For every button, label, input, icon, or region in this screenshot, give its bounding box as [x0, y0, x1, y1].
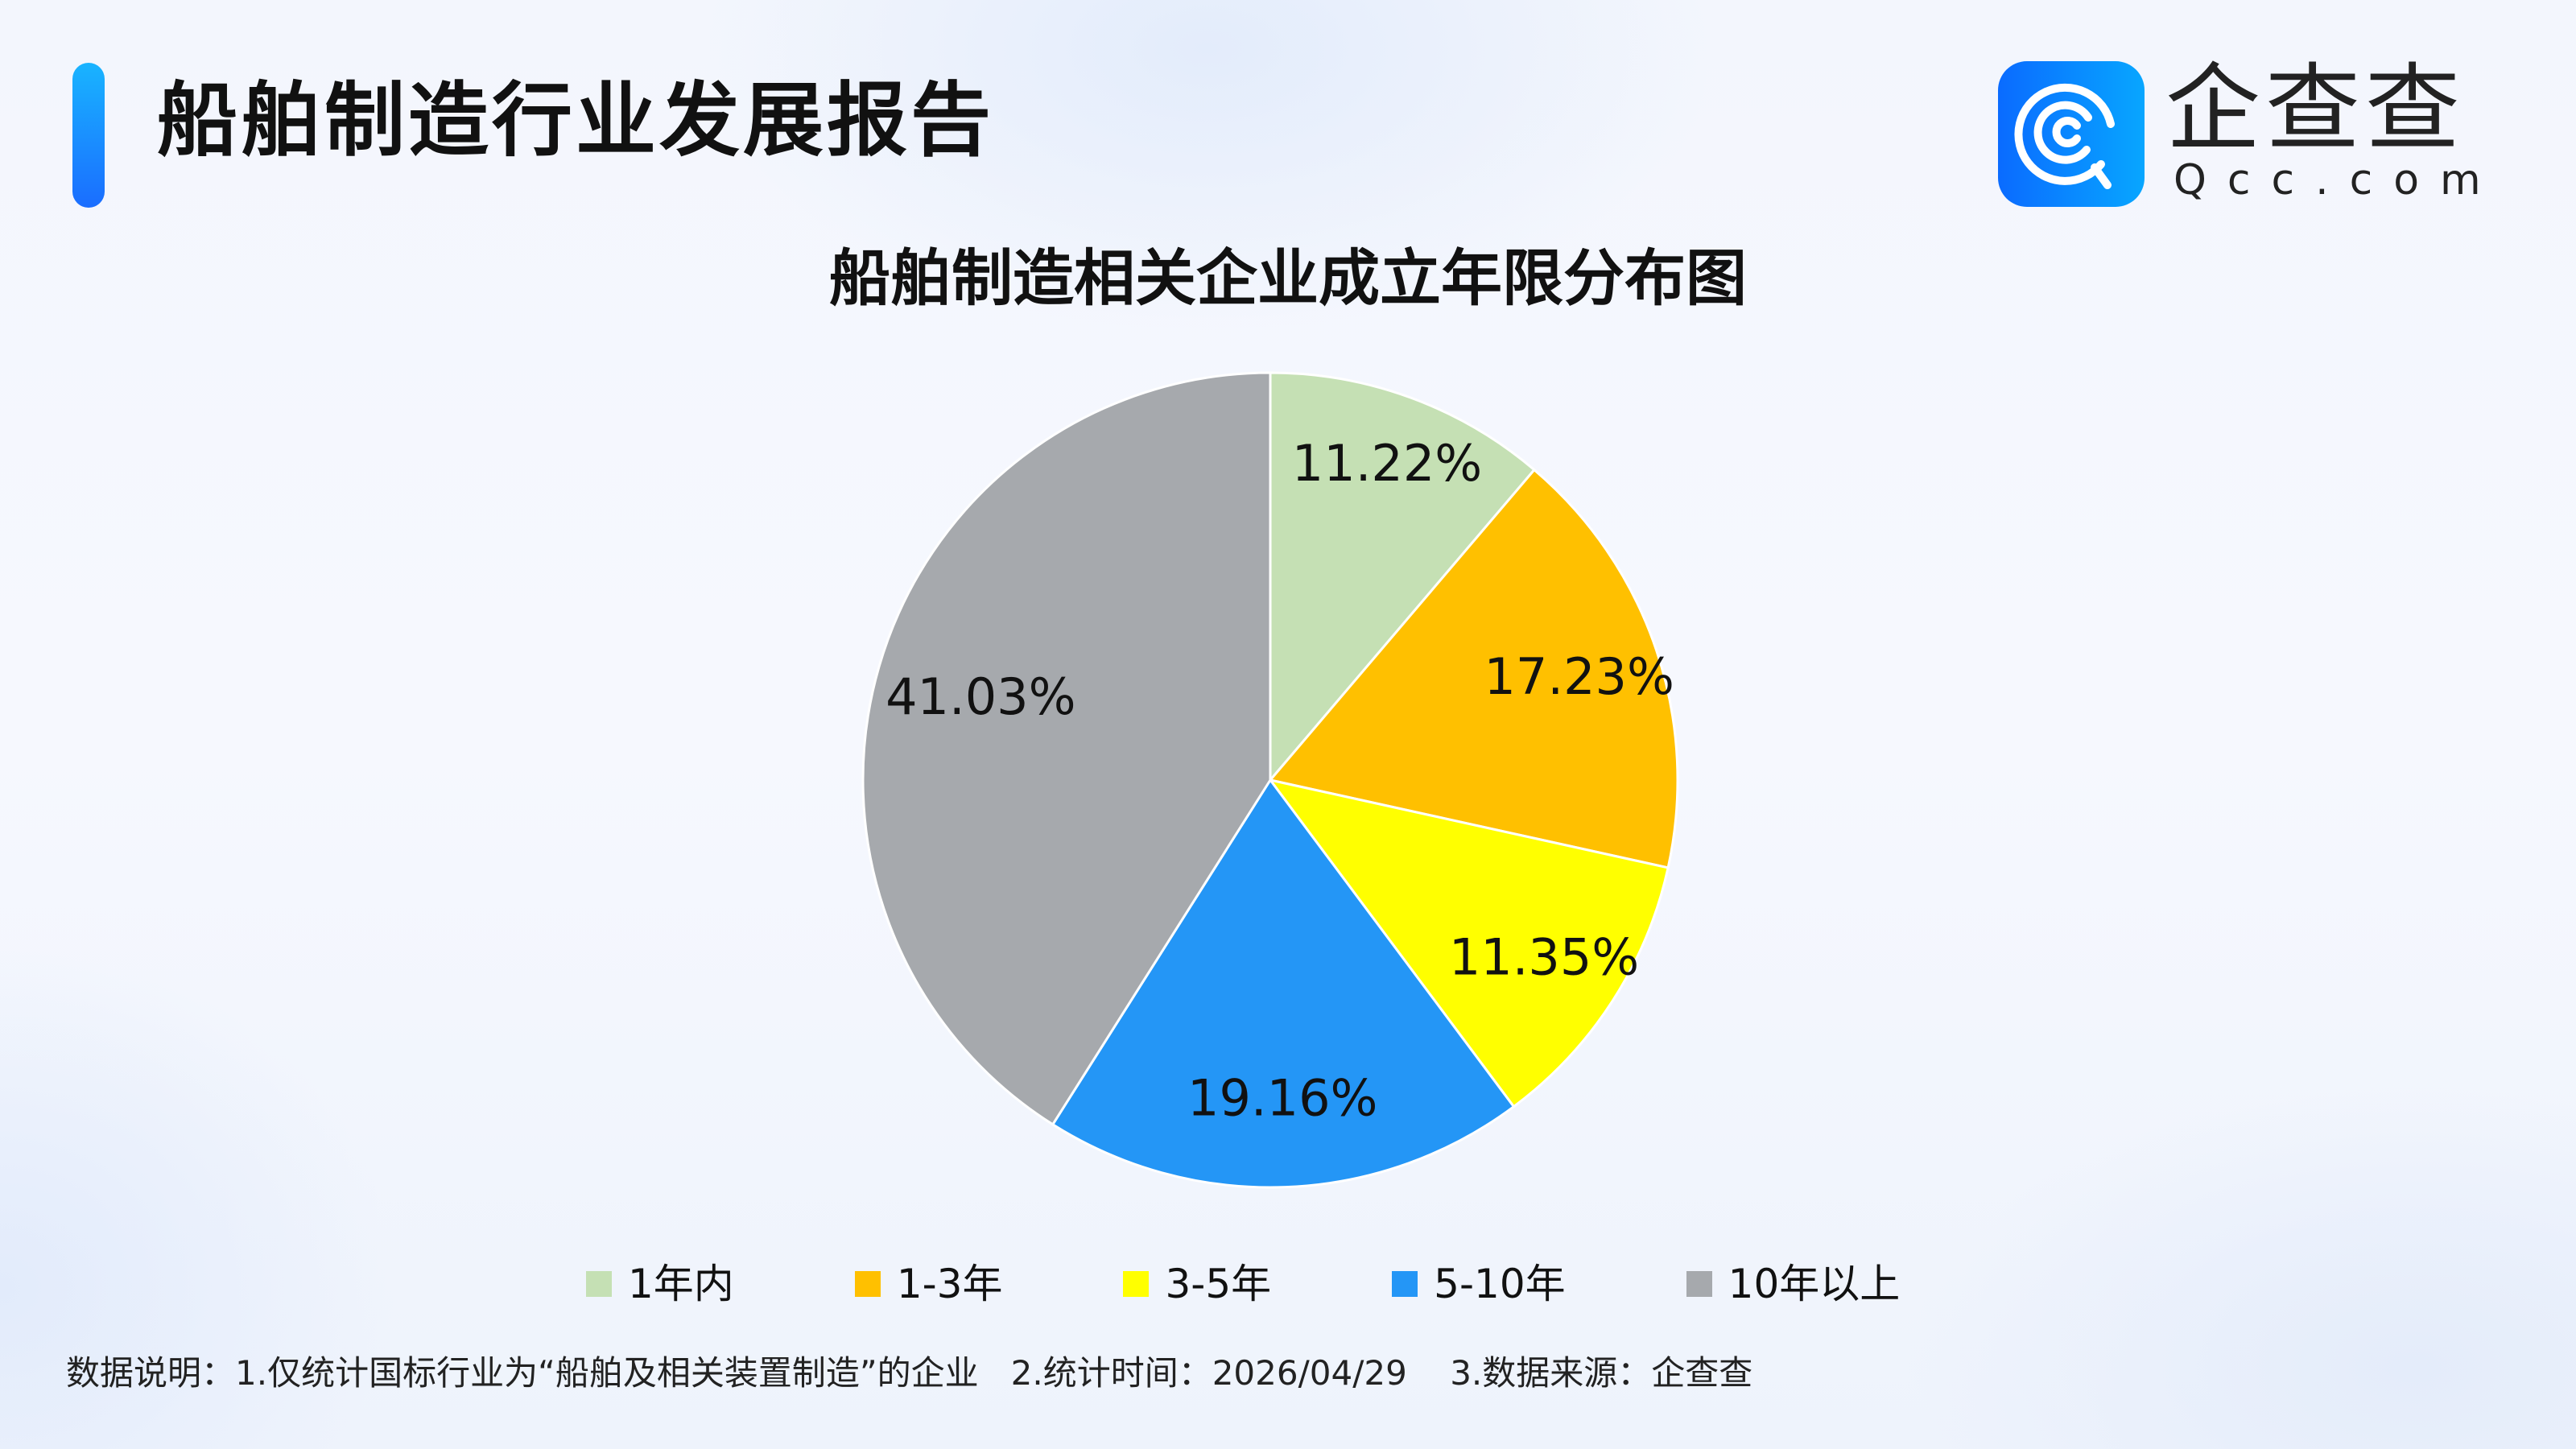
- qcc-logo-icon: [1998, 61, 2145, 207]
- legend-label: 1-3年: [896, 1261, 1003, 1307]
- pie-slice-0: [1269, 371, 1537, 784]
- data-label: 41.03%: [886, 667, 1075, 726]
- legend-swatch: [586, 1271, 612, 1297]
- legend-item: 5-10年: [1392, 1260, 1566, 1308]
- legend-swatch: [1123, 1271, 1150, 1297]
- chart-title: 船舶制造相关企业成立年限分布图: [829, 242, 1747, 314]
- data-label: 17.23%: [1484, 647, 1674, 706]
- chart-legend: 1年内 1-3年 3-5年 5-10年 10年以上: [586, 1260, 1900, 1308]
- title-accent-bar: [72, 63, 105, 208]
- legend-swatch: [854, 1271, 881, 1297]
- legend-item: 10年以上: [1686, 1260, 1901, 1308]
- legend-item: 1年内: [586, 1260, 734, 1308]
- pie-slice-3: [1051, 778, 1516, 1189]
- legend-label: 3-5年: [1165, 1261, 1272, 1307]
- legend-swatch: [1392, 1271, 1418, 1297]
- pie-slice-4: [861, 371, 1272, 1126]
- data-label: 19.16%: [1187, 1068, 1377, 1127]
- legend-item: 1-3年: [854, 1260, 1003, 1308]
- pie-slice-1: [1268, 468, 1679, 869]
- legend-label: 1年内: [628, 1261, 734, 1307]
- legend-label: 10年以上: [1728, 1261, 1901, 1307]
- page-title: 船舶制造行业发展报告: [157, 73, 994, 167]
- data-note: 数据说明：1.仅统计国标行业为“船舶及相关装置制造”的企业 2.统计时间：202…: [66, 1353, 1753, 1393]
- legend-label: 5-10年: [1434, 1261, 1566, 1307]
- qcc-logo-text: 企查查: [2165, 53, 2466, 164]
- legend-item: 3-5年: [1123, 1260, 1271, 1308]
- data-label: 11.35%: [1449, 928, 1639, 987]
- legend-swatch: [1686, 1271, 1712, 1297]
- qcc-logo-domain: Qcc.com: [2174, 156, 2502, 204]
- data-label: 11.22%: [1292, 434, 1482, 493]
- pie-slice-2: [1267, 778, 1670, 1108]
